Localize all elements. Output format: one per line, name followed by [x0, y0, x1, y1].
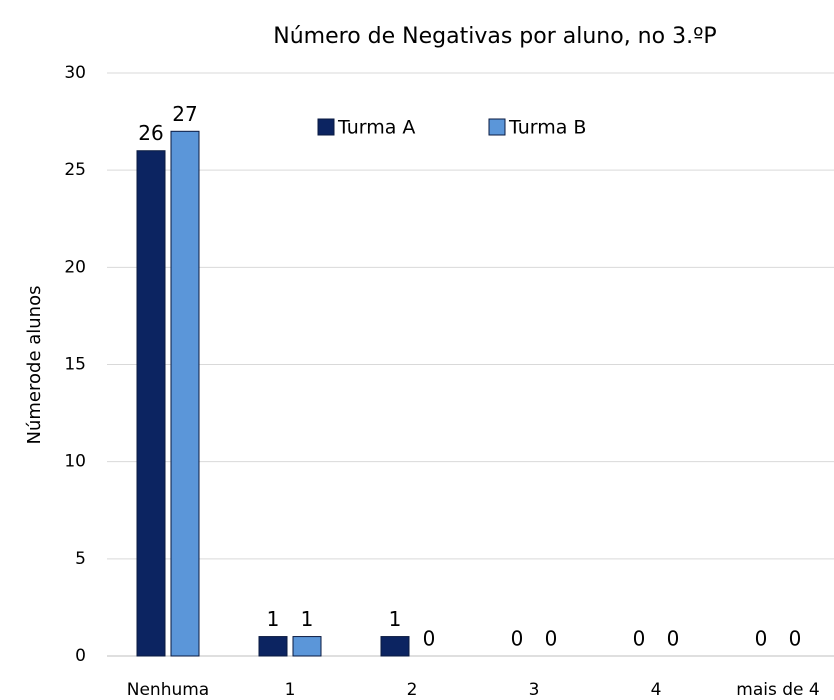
legend-label: Turma B	[508, 117, 586, 139]
x-tick-label: 3	[529, 680, 540, 700]
x-tick-label: mais de 4	[736, 680, 819, 700]
y-tick-label: 10	[64, 452, 86, 472]
x-tick-label: 4	[651, 680, 662, 700]
y-tick-label: 30	[64, 63, 86, 83]
y-tick-label: 5	[75, 549, 86, 569]
legend-swatch	[488, 118, 506, 136]
value-label: 0	[755, 627, 768, 651]
x-tick-label: 2	[407, 680, 418, 700]
value-label: 0	[667, 627, 680, 651]
value-label: 1	[267, 607, 280, 631]
x-tick-label: 1	[285, 680, 296, 700]
legend-swatch	[317, 118, 335, 136]
value-label: 0	[545, 627, 558, 651]
value-label: 0	[789, 627, 802, 651]
value-label: 26	[138, 121, 163, 145]
legend-label: Turma A	[337, 117, 415, 139]
bar	[292, 636, 322, 657]
chart-title: Número de Negativas por aluno, no 3.ºP	[273, 24, 716, 49]
value-label: 1	[301, 607, 314, 631]
value-label: 1	[389, 607, 402, 631]
bar	[136, 150, 166, 657]
bar	[170, 130, 200, 657]
value-label: 0	[423, 627, 436, 651]
bar	[380, 636, 410, 657]
value-label: 0	[633, 627, 646, 651]
value-label: 27	[172, 102, 197, 126]
value-label: 0	[511, 627, 524, 651]
bar	[258, 636, 288, 657]
x-tick-label: Nenhuma	[127, 680, 209, 700]
y-tick-label: 25	[64, 160, 86, 180]
y-tick-label: 20	[64, 257, 86, 277]
y-tick-label: 0	[75, 646, 86, 666]
y-tick-label: 15	[64, 355, 86, 375]
y-axis-label: Númerode alunos	[24, 286, 45, 445]
